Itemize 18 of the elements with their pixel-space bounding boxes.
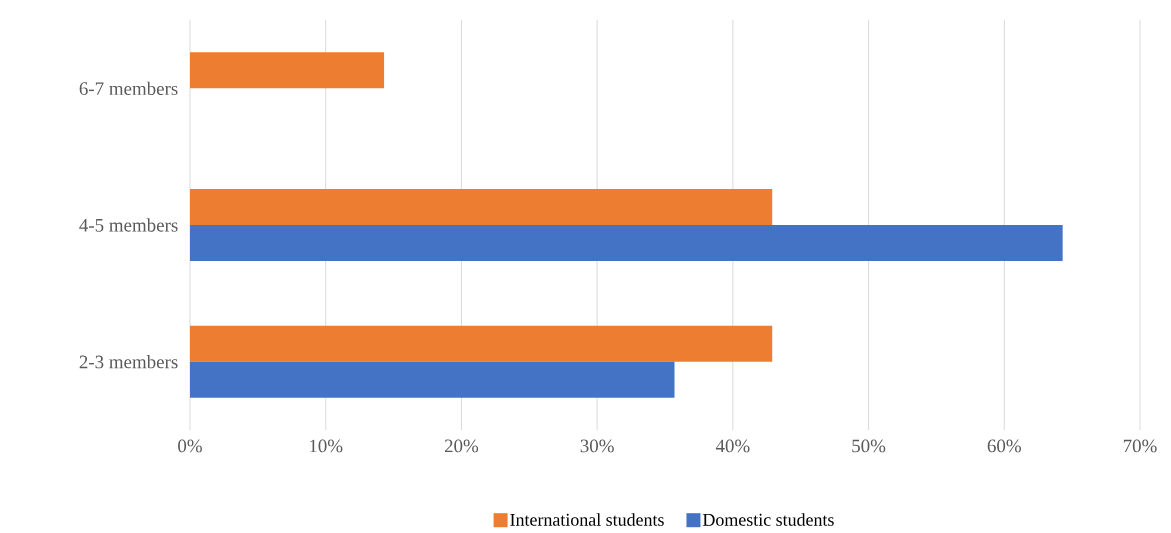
bar <box>190 225 1063 261</box>
bar <box>190 189 773 225</box>
y-tick-label: 2-3 members <box>79 355 178 369</box>
x-tick-label: 60% <box>987 439 1021 453</box>
x-tick-label: 30% <box>580 439 614 453</box>
y-tick-label: 6-7 members <box>79 81 178 95</box>
bar <box>190 325 773 362</box>
x-tick-label: 40% <box>715 439 750 453</box>
bar <box>190 52 385 89</box>
bar <box>190 361 675 398</box>
legend-label: Domestic students <box>702 513 834 526</box>
x-tick-label: 0% <box>178 439 202 453</box>
legend-label: International students <box>510 513 664 526</box>
x-tick-label: 20% <box>444 439 479 453</box>
x-tick-label: 50% <box>852 439 886 453</box>
x-tick-label: 70% <box>1123 439 1157 453</box>
y-tick-label: 4-5 members <box>79 218 178 232</box>
x-tick-label: 10% <box>310 439 343 453</box>
